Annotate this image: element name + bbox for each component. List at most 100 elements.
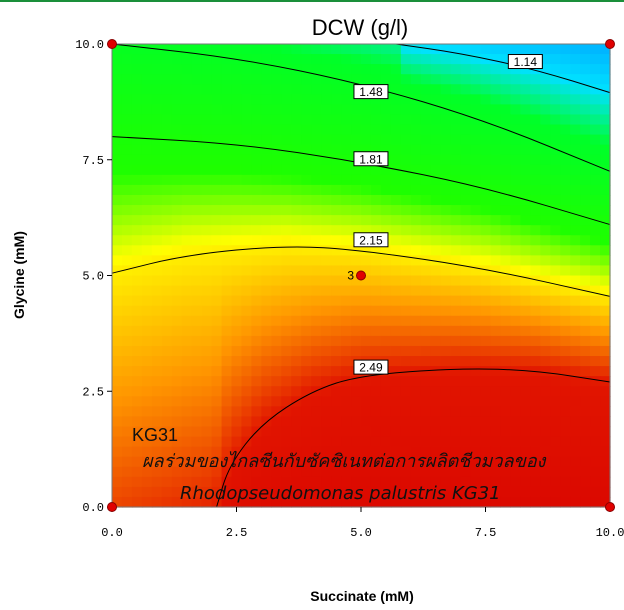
heatmap-cell bbox=[490, 496, 502, 508]
heatmap-cell bbox=[500, 285, 511, 297]
heatmap-cell bbox=[341, 285, 352, 297]
heatmap-cell bbox=[490, 396, 502, 407]
heatmap-cell bbox=[301, 205, 312, 216]
heatmap-cell bbox=[321, 406, 332, 418]
heatmap-cell bbox=[291, 94, 302, 105]
heatmap-cell bbox=[321, 225, 332, 236]
heatmap-cell bbox=[510, 325, 521, 337]
heatmap-cell bbox=[161, 396, 173, 407]
heatmap-cell bbox=[121, 386, 133, 397]
heatmap-cell bbox=[131, 366, 143, 377]
heatmap-cell bbox=[490, 255, 502, 267]
heatmap-cell bbox=[171, 84, 183, 95]
heatmap-cell bbox=[211, 84, 223, 95]
heatmap-cell bbox=[131, 396, 143, 407]
heatmap-cell bbox=[221, 235, 233, 246]
heatmap-cell bbox=[301, 174, 312, 186]
heatmap-cell bbox=[221, 486, 233, 498]
heatmap-cell bbox=[420, 215, 432, 226]
heatmap-cell bbox=[131, 496, 143, 508]
heatmap-cell bbox=[301, 64, 312, 75]
heatmap-cell bbox=[121, 446, 133, 458]
heatmap-cell bbox=[361, 54, 372, 65]
heatmap-cell bbox=[231, 496, 243, 508]
heatmap-cell bbox=[550, 164, 561, 176]
heatmap-cells bbox=[112, 44, 611, 508]
heatmap-cell bbox=[450, 205, 462, 216]
heatmap-cell bbox=[570, 436, 581, 448]
design-point bbox=[107, 39, 117, 49]
heatmap-cell bbox=[460, 124, 472, 136]
heatmap-cell bbox=[500, 134, 511, 146]
heatmap-cell bbox=[271, 94, 282, 105]
heatmap-cell bbox=[500, 154, 511, 166]
heatmap-cell bbox=[311, 205, 322, 216]
heatmap-cell bbox=[211, 144, 223, 156]
heatmap-cell bbox=[490, 84, 502, 95]
heatmap-cell bbox=[570, 285, 581, 297]
heatmap-cell bbox=[530, 496, 541, 508]
heatmap-cell bbox=[321, 275, 332, 287]
heatmap-cell bbox=[400, 104, 412, 116]
heatmap-cell bbox=[191, 366, 203, 377]
heatmap-cell bbox=[480, 446, 492, 458]
heatmap-cell bbox=[231, 164, 243, 176]
heatmap-cell bbox=[291, 315, 302, 327]
heatmap-cell bbox=[191, 44, 203, 55]
heatmap-cell bbox=[430, 396, 442, 407]
heatmap-cell bbox=[231, 356, 243, 367]
heatmap-cell bbox=[241, 366, 253, 377]
heatmap-cell bbox=[380, 305, 392, 317]
contour-label-box bbox=[507, 54, 543, 70]
heatmap-cell bbox=[460, 144, 472, 156]
heatmap-cell bbox=[410, 74, 422, 85]
heatmap-cell bbox=[131, 74, 143, 85]
heatmap-cell bbox=[430, 265, 442, 277]
heatmap-cell bbox=[420, 74, 432, 85]
heatmap-cell bbox=[540, 265, 551, 277]
heatmap-cell bbox=[231, 154, 243, 166]
heatmap-cell bbox=[112, 225, 123, 236]
heatmap-cell bbox=[510, 356, 521, 367]
heatmap-cell bbox=[321, 315, 332, 327]
heatmap-cell bbox=[390, 205, 402, 216]
heatmap-cell bbox=[490, 335, 502, 347]
heatmap-cell bbox=[580, 275, 591, 287]
heatmap-cell bbox=[261, 245, 272, 256]
heatmap-cell bbox=[341, 215, 352, 226]
heatmap-cell bbox=[470, 225, 482, 236]
heatmap-cell bbox=[321, 456, 332, 468]
heatmap-cell bbox=[341, 265, 352, 277]
heatmap-cell bbox=[121, 194, 133, 206]
heatmap-cell bbox=[112, 194, 123, 206]
heatmap-cell bbox=[191, 245, 203, 256]
heatmap-cell bbox=[410, 486, 422, 498]
heatmap-cell bbox=[570, 305, 581, 317]
heatmap-cell bbox=[410, 124, 422, 136]
heatmap-cell bbox=[201, 376, 213, 387]
heatmap-cell bbox=[600, 225, 611, 236]
heatmap-cell bbox=[331, 94, 342, 105]
heatmap-cell bbox=[600, 84, 611, 95]
heatmap-cell bbox=[600, 265, 611, 277]
heatmap-cell bbox=[400, 164, 412, 176]
heatmap-cell bbox=[510, 275, 521, 287]
heatmap-cell bbox=[550, 64, 561, 75]
heatmap-cell bbox=[510, 164, 521, 176]
heatmap-cell bbox=[301, 325, 312, 337]
heatmap-cell bbox=[161, 104, 173, 116]
heatmap-cell bbox=[570, 366, 581, 377]
heatmap-cell bbox=[341, 255, 352, 267]
heatmap-cell bbox=[420, 305, 432, 317]
heatmap-cell bbox=[490, 366, 502, 377]
heatmap-cell bbox=[490, 356, 502, 367]
heatmap-cell bbox=[560, 406, 571, 418]
heatmap-cell bbox=[131, 164, 143, 176]
heatmap-cell bbox=[241, 255, 253, 267]
heatmap-cell bbox=[600, 345, 611, 357]
heatmap-cell bbox=[251, 134, 262, 146]
heatmap-cell bbox=[121, 174, 133, 186]
heatmap-cell bbox=[241, 94, 253, 105]
heatmap-cell bbox=[410, 315, 422, 327]
heatmap-cell bbox=[321, 194, 332, 206]
